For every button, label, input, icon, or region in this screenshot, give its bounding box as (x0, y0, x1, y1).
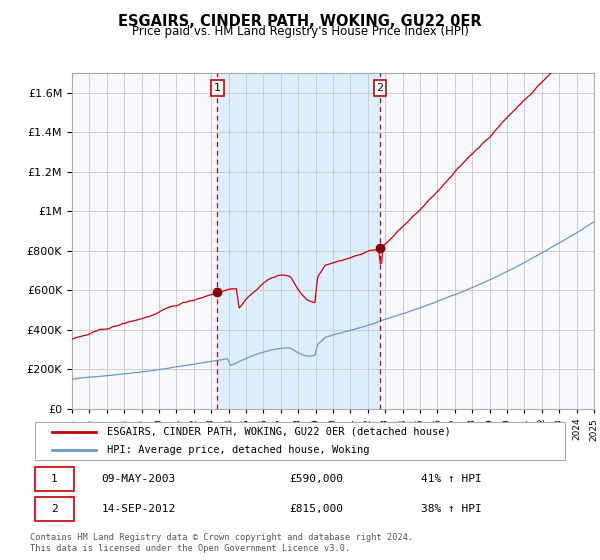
Bar (217, 73, 380, 409)
Text: £815,000: £815,000 (289, 504, 343, 514)
Text: 2: 2 (377, 83, 384, 93)
Text: 2: 2 (51, 504, 58, 514)
Text: Contains HM Land Registry data © Crown copyright and database right 2024.
This d: Contains HM Land Registry data © Crown c… (30, 533, 413, 553)
Text: Price paid vs. HM Land Registry's House Price Index (HPI): Price paid vs. HM Land Registry's House … (131, 25, 469, 38)
Text: HPI: Average price, detached house, Woking: HPI: Average price, detached house, Woki… (107, 445, 370, 455)
FancyBboxPatch shape (35, 466, 74, 491)
Text: 38% ↑ HPI: 38% ↑ HPI (421, 504, 482, 514)
Text: £590,000: £590,000 (289, 474, 343, 484)
Text: 41% ↑ HPI: 41% ↑ HPI (421, 474, 482, 484)
Text: 14-SEP-2012: 14-SEP-2012 (101, 504, 176, 514)
FancyBboxPatch shape (35, 497, 74, 521)
Text: ESGAIRS, CINDER PATH, WOKING, GU22 0ER (detached house): ESGAIRS, CINDER PATH, WOKING, GU22 0ER (… (107, 427, 451, 437)
Text: 09-MAY-2003: 09-MAY-2003 (101, 474, 176, 484)
FancyBboxPatch shape (35, 422, 565, 460)
Text: ESGAIRS, CINDER PATH, WOKING, GU22 0ER: ESGAIRS, CINDER PATH, WOKING, GU22 0ER (118, 14, 482, 29)
Text: 1: 1 (51, 474, 58, 484)
Text: 1: 1 (214, 83, 221, 93)
